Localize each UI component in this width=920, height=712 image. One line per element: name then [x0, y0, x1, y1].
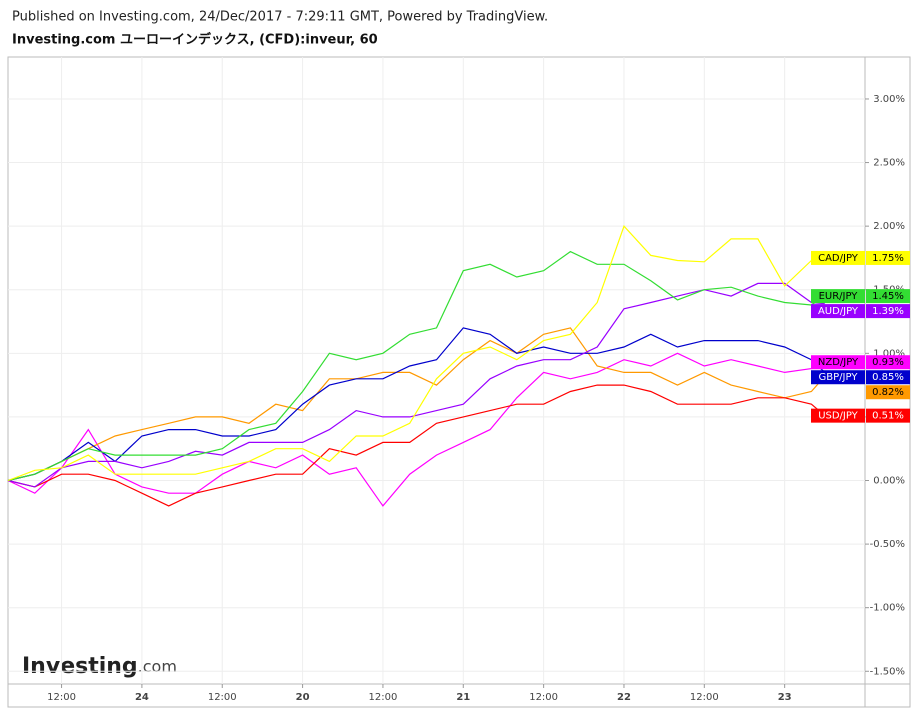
legend-swatch [811, 355, 865, 370]
series-line [7, 352, 826, 507]
y-tick-label: 3.00% [873, 94, 905, 105]
grid [8, 57, 865, 684]
legend-label: EUR/JPY [819, 291, 859, 302]
logo-main: Investing [22, 654, 138, 679]
last-value-tag [866, 250, 910, 265]
series-line [7, 384, 826, 507]
last-value-label: 1.75% [872, 253, 904, 264]
chart-title: Investing.com ユーローインデックス, (CFD):inveur, … [12, 32, 378, 48]
series-line [7, 327, 826, 482]
series-line [7, 327, 826, 482]
legend-swatch [811, 250, 865, 265]
last-value-tag [866, 304, 910, 319]
series-line [7, 282, 825, 488]
last-value-tag [866, 289, 910, 304]
legend-swatch [811, 370, 865, 385]
series-line [7, 250, 826, 482]
y-tick-label: -0.50% [870, 539, 905, 550]
series-line [7, 225, 825, 482]
y-tick-label: 1.00% [873, 348, 905, 359]
end-tag: EUR/JPY 1.45% [811, 289, 910, 304]
end-tag: GBP/JPY 0.85% [811, 370, 910, 385]
logo: Investing.com [22, 654, 177, 679]
last-value-label: 0.93% [872, 357, 904, 368]
legend-label: USD/JPY [818, 411, 858, 422]
chart-frame [7, 56, 911, 708]
last-value-label: 0.51% [872, 411, 904, 422]
published-note: Published on Investing.com, 24/Dec/2017 … [12, 10, 548, 25]
x-tick-label: 12:00 [369, 692, 398, 703]
x-tick-label: 24 [135, 692, 149, 703]
last-value-tag [866, 355, 910, 370]
x-tick-label: 12:00 [208, 692, 237, 703]
end-tag: USD/JPY 0.51% [811, 408, 910, 423]
last-value-tag [866, 385, 910, 400]
legend-swatch [811, 289, 865, 304]
y-tick-label: -1.50% [870, 666, 905, 677]
y-tick-label: 0.00% [873, 476, 905, 487]
legend-label: CAD/JPY [818, 253, 859, 264]
x-tick-label: 23 [778, 692, 792, 703]
last-value-label: 0.82% [872, 387, 904, 398]
legend-swatch [811, 304, 865, 319]
end-tag: AUD/JPY 1.39% [811, 304, 910, 319]
last-value-label: 1.45% [872, 291, 904, 302]
last-value-tag [866, 408, 910, 423]
last-value-tag [866, 370, 910, 385]
x-tick-label: 22 [617, 692, 631, 703]
x-tick-label: 21 [456, 692, 470, 703]
last-value-label: 0.85% [872, 372, 904, 383]
last-value-label: 1.39% [872, 306, 904, 317]
logo-suffix: .com [138, 657, 177, 676]
legend-label: AUD/JPY [818, 306, 859, 317]
x-tick-label: 20 [296, 692, 310, 703]
y-tick-label: 2.50% [873, 158, 905, 169]
end-tag: CAD/JPY 1.75% [811, 250, 910, 265]
legend-label: NZD/JPY [818, 357, 859, 368]
legend-swatch [811, 408, 865, 423]
y-tick-label: -1.00% [870, 603, 905, 614]
x-tick-label: 12:00 [47, 692, 76, 703]
y-tick-label: 2.00% [873, 221, 905, 232]
end-tag: 0.82% [866, 385, 910, 400]
x-tick-label: 12:00 [529, 692, 558, 703]
end-tag: NZD/JPY 0.93% [811, 355, 910, 370]
x-tick-label: 12:00 [690, 692, 719, 703]
legend-label: GBP/JPY [819, 372, 859, 383]
